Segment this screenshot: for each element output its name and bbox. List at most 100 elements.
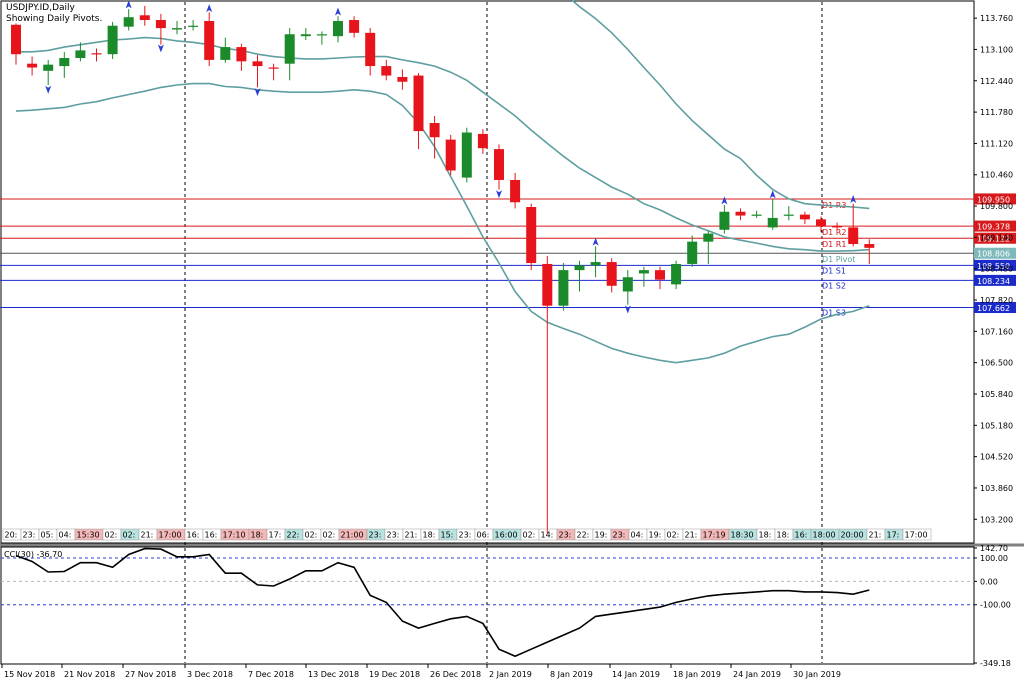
candle-body[interactable] [638, 270, 649, 274]
time-strip-text: 21: [141, 531, 154, 540]
candle-body[interactable] [204, 20, 215, 60]
pivot-price-tag-text: 108.806 [977, 250, 1010, 259]
x-tick-label: 2 Jan 2019 [489, 670, 532, 679]
candle-body[interactable] [574, 265, 585, 271]
cci-tick-label: 0.00 [980, 577, 998, 586]
candle-body[interactable] [381, 66, 392, 76]
x-tick-label: 26 Dec 2018 [430, 670, 481, 679]
candle-body[interactable] [59, 57, 70, 67]
candle-body[interactable] [542, 263, 553, 306]
time-strip-text: 02: [667, 531, 680, 540]
candle-body[interactable] [429, 123, 440, 138]
candle-body[interactable] [172, 28, 182, 30]
y-tick-label: 112.440 [980, 77, 1013, 86]
band-lower-line [15, 82, 870, 364]
candle-body[interactable] [300, 34, 311, 37]
candle-body[interactable] [816, 219, 826, 226]
time-strip-text: 20: [5, 531, 18, 540]
candle-body[interactable] [783, 214, 794, 216]
candle-body[interactable] [252, 61, 263, 67]
pivot-price-tag [974, 193, 1016, 205]
candle-body[interactable] [107, 25, 118, 55]
pivot-price-tag [974, 232, 1016, 244]
x-tick-label: 8 Jan 2019 [550, 670, 593, 679]
candle-body[interactable] [461, 132, 472, 178]
candle-body[interactable] [413, 75, 424, 132]
candle-body[interactable] [123, 17, 134, 27]
candle-body[interactable] [687, 241, 698, 264]
fractal-up-arrow [769, 190, 776, 199]
pivot-price-tag-text: 109.950 [977, 195, 1010, 204]
pivot-price-tag [974, 274, 1016, 286]
candle-body[interactable] [719, 211, 730, 230]
time-strip-text: 20:00 [841, 531, 864, 540]
candle-body[interactable] [365, 32, 376, 67]
x-tick-label: 7 Dec 2018 [248, 670, 294, 679]
candle-body[interactable] [494, 149, 504, 180]
fractal-down-arrow [624, 305, 631, 314]
candle-body[interactable] [558, 270, 569, 306]
candle-body[interactable] [799, 214, 810, 220]
time-strip-text: 23: [23, 531, 36, 540]
candle-body[interactable] [848, 227, 859, 245]
candle-body[interactable] [11, 24, 21, 55]
candle-body[interactable] [671, 263, 682, 285]
candle-body[interactable] [526, 207, 537, 264]
candle-body[interactable] [735, 211, 746, 216]
time-strip-text: 02: [123, 531, 136, 540]
pivot-price-tag [974, 259, 1016, 271]
x-tick-label: 27 Nov 2018 [125, 670, 176, 679]
pivot-price-tag-text: 109.378 [977, 223, 1010, 232]
y-tick-label: 103.860 [980, 484, 1013, 493]
fractal-up-arrow [721, 196, 728, 205]
candle-body[interactable] [622, 277, 633, 292]
y-tick-label: 107.820 [980, 296, 1013, 305]
candle-body[interactable] [510, 179, 521, 203]
time-strip-text: 17: [887, 531, 900, 540]
candle-body[interactable] [767, 217, 778, 228]
candle-body[interactable] [155, 20, 166, 29]
candle-body[interactable] [27, 63, 38, 68]
candle-body[interactable] [268, 67, 279, 69]
candle-body[interactable] [349, 20, 360, 33]
time-strip-text: 19: [595, 531, 608, 540]
candle-body[interactable] [236, 47, 247, 62]
time-strip-text: 18: [777, 531, 790, 540]
time-strip-text: 17:00 [905, 531, 928, 540]
candle-body[interactable] [477, 133, 488, 149]
candle-body[interactable] [864, 244, 875, 248]
candle-body[interactable] [397, 76, 408, 82]
time-strip-text: 06: [477, 531, 490, 540]
candle-body[interactable] [832, 225, 843, 228]
candle-body[interactable] [316, 34, 327, 36]
x-tick-label: 19 Dec 2018 [369, 670, 420, 679]
candle-body[interactable] [139, 15, 150, 21]
chart-symbol-title: USDJPY.ID,Daily [6, 3, 75, 13]
candle-body[interactable] [75, 50, 86, 58]
candle-body[interactable] [590, 262, 601, 266]
pivot-price-tag-text: 108.550 [977, 262, 1010, 271]
candle-body[interactable] [751, 214, 762, 216]
time-strip-text: 23: [613, 531, 626, 540]
candle-body[interactable] [703, 233, 714, 242]
candle-body[interactable] [445, 139, 456, 171]
time-strip-text: 18:00 [813, 531, 836, 540]
x-tick-label: 15 Nov 2018 [4, 670, 55, 679]
candle-body[interactable] [220, 47, 231, 60]
fractal-down-arrow [45, 85, 52, 94]
candle-body[interactable] [91, 53, 102, 55]
x-tick-label: 3 Dec 2018 [187, 670, 233, 679]
y-tick-label: 113.100 [980, 45, 1013, 54]
band-upper-line [570, 0, 870, 210]
y-tick-label: 111.780 [980, 108, 1013, 117]
candle-body[interactable] [333, 20, 343, 37]
candle-body[interactable] [606, 262, 617, 286]
time-strip-text: 16: [187, 531, 200, 540]
candle-body[interactable] [43, 64, 54, 71]
time-strip-text: 23: [559, 531, 572, 540]
candle-body[interactable] [284, 34, 295, 64]
fractal-up-arrow [850, 194, 857, 203]
candle-body[interactable] [188, 25, 199, 27]
candle-body[interactable] [655, 270, 665, 280]
